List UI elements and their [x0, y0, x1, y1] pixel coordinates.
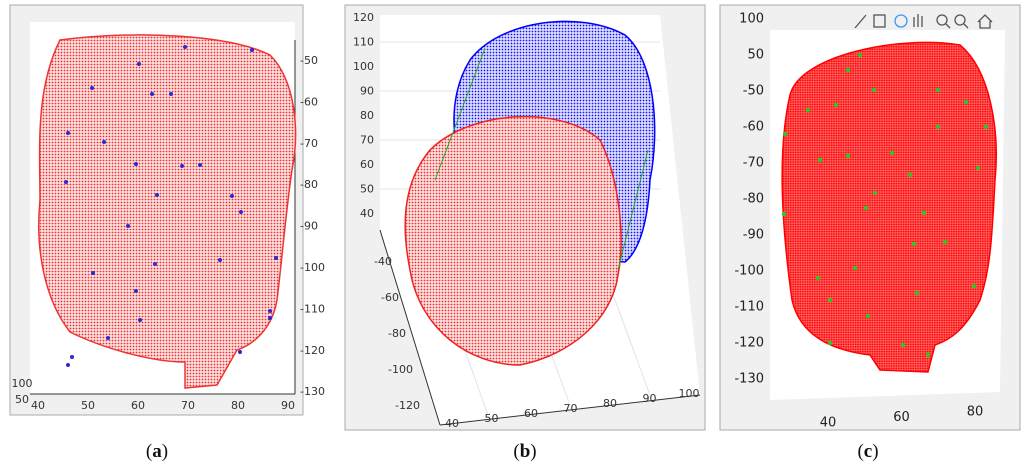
- tick-label: -80: [743, 192, 764, 207]
- caption-close: ): [530, 441, 536, 462]
- tick-label: 100: [679, 387, 700, 400]
- panel-b: 120 110 100 90 80 70 60 50 40 -40 -60 -80 -100 -120 40…: [344, 4, 706, 462]
- tick-label: 80: [603, 397, 617, 410]
- tick-label: 40: [31, 399, 45, 412]
- tick-label: 60: [131, 399, 145, 412]
- tick-label: 70: [564, 402, 578, 415]
- tick-label: -100: [300, 261, 325, 274]
- tick-label: 60: [360, 158, 374, 171]
- tick-label: 40: [445, 417, 459, 430]
- tick-label: 100: [12, 377, 33, 390]
- tick-label: 50: [81, 399, 95, 412]
- caption-open: (: [857, 441, 863, 462]
- tick-label: -110: [300, 302, 325, 315]
- tick-label: 90: [360, 85, 374, 98]
- panel-c: 100 50 -50 -60 -70 -80 -90 -100 -110 -120 -130 40 60…: [719, 4, 1021, 462]
- tick-label: -60: [300, 95, 318, 108]
- toolbar[interactable]: [854, 14, 993, 29]
- tick-label: -90: [300, 220, 318, 233]
- caption: (c): [857, 441, 878, 462]
- tick-label: 100: [353, 60, 374, 73]
- tick-label: -60: [381, 291, 399, 304]
- tick-label: -110: [734, 300, 764, 315]
- tick-label: -80: [388, 327, 406, 340]
- tick-label: -50: [743, 84, 764, 99]
- tick-label: 40: [360, 207, 374, 220]
- caption-letter: c: [864, 441, 872, 462]
- tick-label: -70: [300, 137, 318, 150]
- tick-label: -60: [743, 120, 764, 135]
- tick-label: -120: [395, 399, 420, 412]
- tick-label: -130: [300, 385, 325, 398]
- tick-label: 70: [181, 399, 195, 412]
- tick-label: 80: [231, 399, 245, 412]
- caption-open: (: [146, 441, 152, 462]
- tick-label: -80: [300, 178, 318, 191]
- tick-label: -100: [388, 363, 413, 376]
- tick-label: -120: [300, 344, 325, 357]
- tick-label: 80: [360, 109, 374, 122]
- caption-close: ): [162, 441, 168, 462]
- caption: (a): [146, 441, 168, 462]
- tick-label: -90: [743, 228, 764, 243]
- caption-open: (: [513, 441, 519, 462]
- tick-label: 60: [893, 410, 910, 425]
- caption-letter: a: [152, 441, 162, 462]
- tick-label: 50: [747, 48, 764, 63]
- tick-label: 50: [485, 412, 499, 425]
- tick-label: 90: [643, 392, 657, 405]
- tick-label: 70: [360, 134, 374, 147]
- caption-close: ): [872, 441, 878, 462]
- tick-label: 90: [281, 399, 295, 412]
- tick-label: 80: [967, 405, 984, 420]
- tick-label: -120: [734, 336, 764, 351]
- tick-label: 60: [524, 407, 538, 420]
- tick-label: 120: [353, 11, 374, 24]
- caption-letter: b: [520, 441, 531, 462]
- caption: (b): [513, 441, 536, 462]
- tick-label: 110: [353, 36, 374, 49]
- tick-label: -130: [734, 372, 764, 387]
- tick-label: 50: [360, 183, 374, 196]
- tick-label: 100: [739, 12, 764, 27]
- tick-label: -100: [734, 264, 764, 279]
- tick-label: 40: [820, 416, 837, 431]
- tick-label: -40: [374, 255, 392, 268]
- tick-label: -70: [743, 156, 764, 171]
- tick-label: -50: [300, 54, 318, 67]
- tick-label: 50: [15, 393, 29, 406]
